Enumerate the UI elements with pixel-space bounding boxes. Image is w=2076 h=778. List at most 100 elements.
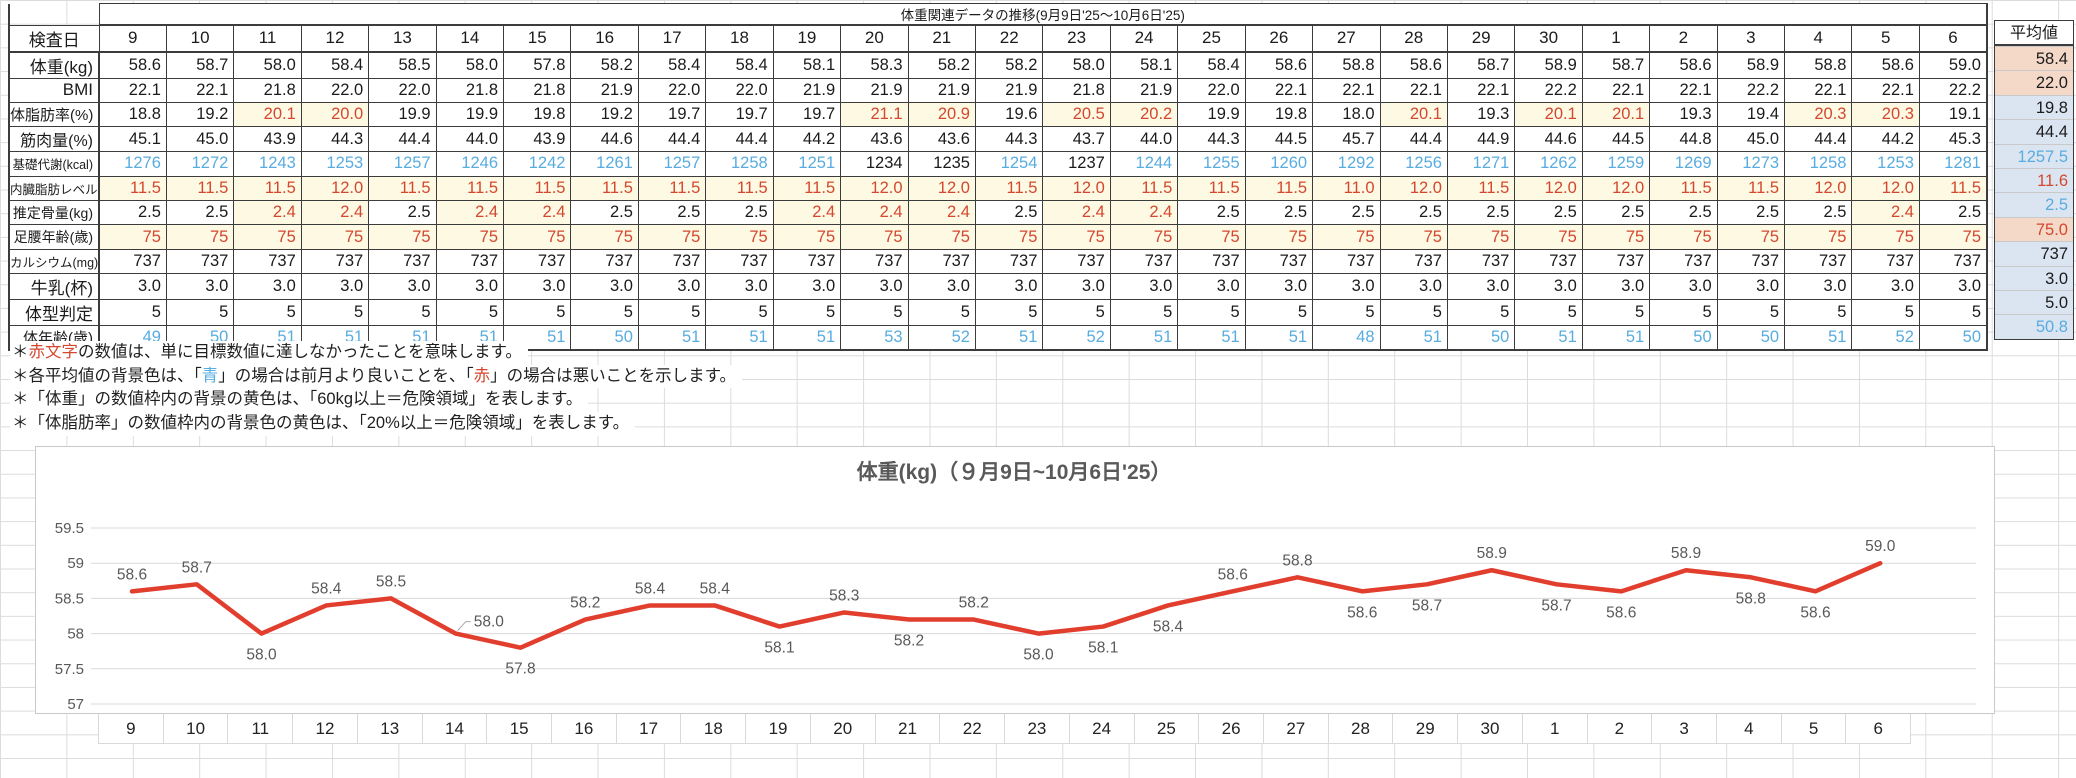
- cell-weight[interactable]: 58.6: [1244, 51, 1314, 79]
- cell-basal-metabolism[interactable]: 1261: [570, 151, 639, 177]
- average-bmi[interactable]: 22.0: [1995, 70, 2073, 95]
- cell-body-fat[interactable]: 21.1: [840, 101, 909, 128]
- cell-visceral-fat[interactable]: 11.5: [1446, 175, 1516, 202]
- cell-bone-mass[interactable]: 2.5: [1177, 200, 1246, 226]
- cell-body-type[interactable]: 5: [637, 299, 707, 327]
- date-header-cell[interactable]: 21: [907, 24, 976, 53]
- cell-weight[interactable]: 58.0: [233, 51, 302, 79]
- cell-bmi[interactable]: 21.9: [1109, 77, 1179, 103]
- cell-weight[interactable]: 57.8: [503, 51, 572, 79]
- cell-weight[interactable]: 58.4: [705, 51, 774, 79]
- cell-weight[interactable]: 58.6: [1649, 51, 1718, 79]
- row-label-weight[interactable]: 体重(kg): [8, 51, 100, 79]
- date-header-cell[interactable]: 18: [705, 24, 774, 53]
- cell-bone-mass[interactable]: 2.4: [435, 200, 505, 226]
- cell-basal-metabolism[interactable]: 1281: [1918, 151, 1988, 177]
- cell-muscle[interactable]: 45.1: [98, 126, 167, 153]
- cell-body-fat[interactable]: 20.9: [907, 101, 976, 128]
- cell-leg-age[interactable]: 75: [1918, 224, 1988, 250]
- cell-visceral-fat[interactable]: 12.0: [1042, 175, 1111, 202]
- cell-bmi[interactable]: 22.1: [1649, 77, 1718, 103]
- cell-muscle[interactable]: 44.4: [1379, 126, 1448, 153]
- cell-weight[interactable]: 58.6: [1851, 51, 1920, 79]
- cell-body-fat[interactable]: 19.2: [165, 101, 235, 128]
- cell-bone-mass[interactable]: 2.5: [637, 200, 707, 226]
- cell-calcium[interactable]: 737: [1716, 248, 1786, 275]
- date-header-cell[interactable]: 10: [165, 24, 235, 53]
- cell-milk[interactable]: 3.0: [1716, 273, 1786, 301]
- cell-weight[interactable]: 58.2: [974, 51, 1044, 79]
- cell-basal-metabolism[interactable]: 1253: [1851, 151, 1920, 177]
- cell-bone-mass[interactable]: 2.4: [772, 200, 842, 226]
- cell-visceral-fat[interactable]: 11.5: [1244, 175, 1314, 202]
- cell-body-fat[interactable]: 19.7: [637, 101, 707, 128]
- cell-leg-age[interactable]: 75: [435, 224, 505, 250]
- cell-weight[interactable]: 58.3: [840, 51, 909, 79]
- date-header-cell[interactable]: 25: [1177, 24, 1246, 53]
- cell-basal-metabolism[interactable]: 1292: [1312, 151, 1381, 177]
- cell-visceral-fat[interactable]: 11.5: [165, 175, 235, 202]
- cell-calcium[interactable]: 737: [1312, 248, 1381, 275]
- cell-muscle[interactable]: 44.2: [1851, 126, 1920, 153]
- cell-leg-age[interactable]: 75: [705, 224, 774, 250]
- cell-calcium[interactable]: 737: [705, 248, 774, 275]
- cell-basal-metabolism[interactable]: 1257: [368, 151, 437, 177]
- cell-body-type[interactable]: 5: [1312, 299, 1381, 327]
- cell-bmi[interactable]: 22.1: [1446, 77, 1516, 103]
- cell-body-age[interactable]: 48: [1312, 325, 1381, 352]
- cell-body-age[interactable]: 51: [1379, 325, 1448, 352]
- cell-bmi[interactable]: 21.9: [840, 77, 909, 103]
- date-header-cell[interactable]: 20: [840, 24, 909, 53]
- cell-calcium[interactable]: 737: [1109, 248, 1179, 275]
- cell-milk[interactable]: 3.0: [1446, 273, 1516, 301]
- date-header-cell[interactable]: 6: [1918, 24, 1988, 53]
- cell-body-type[interactable]: 5: [1177, 299, 1246, 327]
- cell-leg-age[interactable]: 75: [1514, 224, 1583, 250]
- cell-bone-mass[interactable]: 2.4: [840, 200, 909, 226]
- cell-calcium[interactable]: 737: [1177, 248, 1246, 275]
- cell-weight[interactable]: 58.7: [1446, 51, 1516, 79]
- date-header-cell[interactable]: 27: [1312, 24, 1381, 53]
- cell-weight[interactable]: 58.9: [1514, 51, 1583, 79]
- date-header-cell[interactable]: 16: [570, 24, 639, 53]
- date-header-cell[interactable]: 17: [637, 24, 707, 53]
- cell-bone-mass[interactable]: 2.5: [1581, 200, 1651, 226]
- cell-leg-age[interactable]: 75: [300, 224, 370, 250]
- cell-leg-age[interactable]: 75: [1716, 224, 1786, 250]
- cell-muscle[interactable]: 44.4: [368, 126, 437, 153]
- cell-body-fat[interactable]: 20.1: [1514, 101, 1583, 128]
- cell-weight[interactable]: 58.2: [907, 51, 976, 79]
- cell-body-age[interactable]: 50: [1649, 325, 1718, 352]
- row-label-visceral-fat[interactable]: 内臓脂肪レベル: [8, 175, 100, 202]
- date-header-cell[interactable]: 15: [503, 24, 572, 53]
- cell-bmi[interactable]: 21.9: [907, 77, 976, 103]
- cell-visceral-fat[interactable]: 11.5: [637, 175, 707, 202]
- average-basal-metabolism[interactable]: 1257.5: [1995, 143, 2073, 168]
- average-leg-age[interactable]: 75.0: [1995, 216, 2073, 242]
- cell-body-age[interactable]: 51: [1177, 325, 1246, 352]
- row-label-body-type[interactable]: 体型判定: [8, 299, 100, 327]
- cell-basal-metabolism[interactable]: 1262: [1514, 151, 1583, 177]
- cell-body-type[interactable]: 5: [1918, 299, 1988, 327]
- date-header-cell[interactable]: 11: [233, 24, 302, 53]
- cell-body-type[interactable]: 5: [435, 299, 505, 327]
- cell-leg-age[interactable]: 75: [1379, 224, 1448, 250]
- cell-leg-age[interactable]: 75: [233, 224, 302, 250]
- cell-calcium[interactable]: 737: [1649, 248, 1718, 275]
- cell-bone-mass[interactable]: 2.4: [1042, 200, 1111, 226]
- cell-basal-metabolism[interactable]: 1271: [1446, 151, 1516, 177]
- row-label-muscle[interactable]: 筋肉量(%): [8, 126, 100, 153]
- cell-body-age[interactable]: 51: [1784, 325, 1853, 352]
- cell-basal-metabolism[interactable]: 1246: [435, 151, 505, 177]
- cell-body-type[interactable]: 5: [300, 299, 370, 327]
- cell-body-type[interactable]: 5: [1514, 299, 1583, 327]
- cell-calcium[interactable]: 737: [368, 248, 437, 275]
- cell-milk[interactable]: 3.0: [165, 273, 235, 301]
- average-milk[interactable]: 3.0: [1995, 265, 2073, 290]
- cell-muscle[interactable]: 43.6: [840, 126, 909, 153]
- cell-milk[interactable]: 3.0: [974, 273, 1044, 301]
- cell-bmi[interactable]: 21.8: [233, 77, 302, 103]
- cell-visceral-fat[interactable]: 11.5: [570, 175, 639, 202]
- health-data-table[interactable]: 体重関連データの推移(9月9日'25～10月6日'25) 検査日 9 10 11 12…: [8, 3, 1988, 352]
- cell-milk[interactable]: 3.0: [772, 273, 842, 301]
